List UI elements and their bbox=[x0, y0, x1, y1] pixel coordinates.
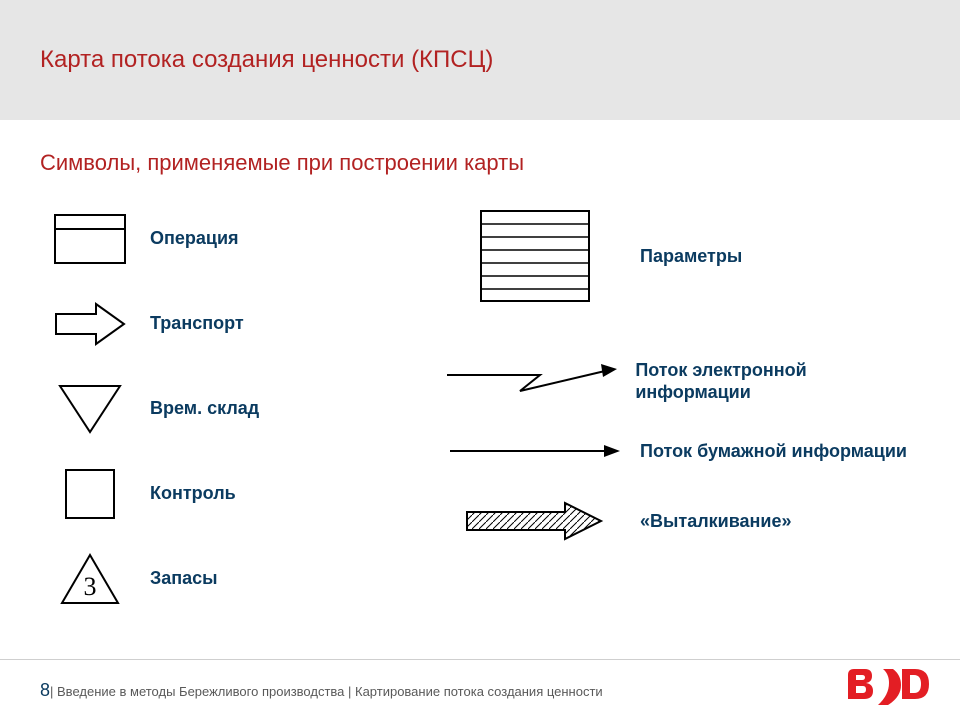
p-flow-icon bbox=[440, 441, 630, 461]
row-e-flow: Поток электронной информации bbox=[440, 346, 920, 416]
page-number: 8 bbox=[40, 680, 50, 700]
left-column: Операция Транспорт Врем. склад Контроль bbox=[40, 196, 440, 621]
subtitle: Символы, применяемые при построении карт… bbox=[40, 150, 960, 176]
rzd-logo-icon bbox=[845, 665, 930, 712]
right-column: Параметры Поток электронной информации П… bbox=[440, 196, 920, 621]
operation-icon bbox=[40, 214, 140, 264]
row-parameters: Параметры bbox=[440, 196, 920, 316]
parameters-label: Параметры bbox=[640, 246, 742, 267]
footer: 8| Введение в методы Бережливого произво… bbox=[0, 659, 960, 720]
transport-icon bbox=[40, 302, 140, 346]
header-bar: Карта потока создания ценности (КПСЦ) bbox=[0, 0, 960, 120]
row-p-flow: Поток бумажной информации bbox=[440, 416, 920, 486]
operation-label: Операция bbox=[150, 228, 239, 249]
inventory-label: Запасы bbox=[150, 568, 218, 589]
control-label: Контроль bbox=[150, 483, 236, 504]
row-push: «Выталкивание» bbox=[440, 486, 920, 556]
footer-caption: Введение в методы Бережливого производст… bbox=[57, 684, 603, 699]
symbol-grid: Операция Транспорт Врем. склад Контроль bbox=[0, 196, 960, 621]
push-icon bbox=[440, 501, 630, 541]
e-flow-label: Поток электронной информации bbox=[635, 359, 920, 404]
footer-text: 8| Введение в методы Бережливого произво… bbox=[40, 680, 603, 701]
svg-text:3: 3 bbox=[84, 572, 97, 601]
p-flow-label: Поток бумажной информации bbox=[640, 440, 907, 463]
inventory-icon: 3 bbox=[40, 553, 140, 605]
row-temp-store: Врем. склад bbox=[40, 366, 440, 451]
control-icon bbox=[40, 469, 140, 519]
row-control: Контроль bbox=[40, 451, 440, 536]
row-transport: Транспорт bbox=[40, 281, 440, 366]
push-label: «Выталкивание» bbox=[640, 511, 792, 532]
page-title: Карта потока создания ценности (КПСЦ) bbox=[40, 46, 493, 74]
temp-store-icon bbox=[40, 384, 140, 434]
footer-sep: | bbox=[50, 684, 57, 699]
temp-store-label: Врем. склад bbox=[150, 398, 259, 419]
row-inventory: 3 Запасы bbox=[40, 536, 440, 621]
row-operation: Операция bbox=[40, 196, 440, 281]
transport-label: Транспорт bbox=[150, 313, 244, 334]
e-flow-icon bbox=[440, 361, 625, 401]
parameters-icon bbox=[440, 210, 630, 302]
